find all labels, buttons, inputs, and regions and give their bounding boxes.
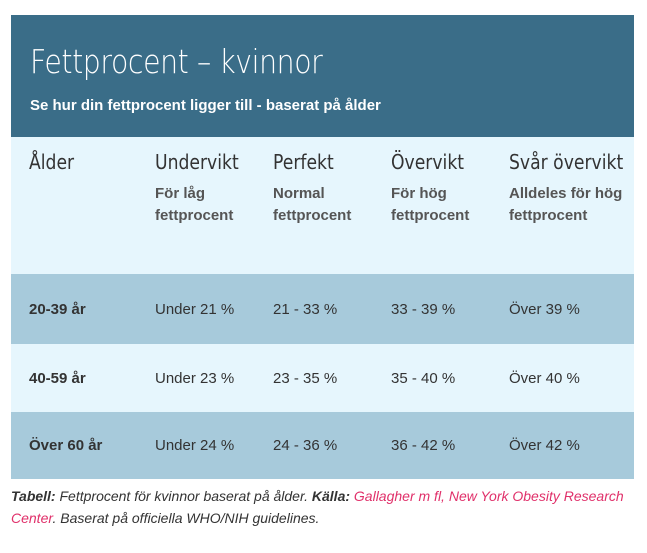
- source-link[interactable]: Gallagher m fl, New York Obesity Researc…: [11, 488, 624, 526]
- column-subtitle: För hög fettprocent: [391, 185, 470, 224]
- column-header-perfekt: Perfekt Normal fettprocent: [254, 137, 372, 274]
- svar-overvikt-cell: Över 40 %: [509, 369, 580, 387]
- caption-source-label: Källa:: [311, 488, 351, 504]
- svar-overvikt-cell: Över 39 %: [509, 300, 580, 318]
- column-header-svar-overvikt: Svår övervikt Alldeles för hög fettproce…: [490, 137, 634, 274]
- undervikt-cell: Under 21 %: [155, 300, 235, 318]
- svar-overvikt-cell: Över 42 %: [509, 437, 580, 454]
- column-header-undervikt: Undervikt För låg fettprocent: [136, 137, 254, 274]
- table-row: 20-39 år Under 21 % 21 - 33 % 33 - 39 % …: [11, 274, 634, 344]
- table-head-row: Ålder Undervikt För låg fettprocent Perf…: [11, 137, 634, 274]
- column-header-overvikt: Övervikt För hög fettprocent: [372, 137, 490, 274]
- caption-label: Tabell:: [11, 488, 56, 504]
- column-title: Svår övervikt: [509, 150, 624, 174]
- table-header-banner: Fettprocent – kvinnor Se hur din fettpro…: [11, 15, 634, 137]
- caption-text: Fettprocent för kvinnor baserat på ålder…: [55, 488, 312, 504]
- body-fat-table-card: Fettprocent – kvinnor Se hur din fettpro…: [11, 15, 634, 529]
- body-fat-table: Ålder Undervikt För låg fettprocent Perf…: [11, 137, 634, 479]
- undervikt-cell: Under 23 %: [155, 369, 235, 387]
- column-subtitle: Normal fettprocent: [273, 185, 352, 224]
- undervikt-cell: Under 24 %: [155, 437, 235, 454]
- perfekt-cell: 21 - 33 %: [273, 300, 338, 318]
- caption-tail: . Baserat på officiella WHO/NIH guidelin…: [52, 510, 320, 526]
- column-title: Ålder: [29, 150, 75, 174]
- age-cell: 40-59 år: [29, 369, 86, 387]
- perfekt-cell: 24 - 36 %: [273, 437, 338, 454]
- column-title: Övervikt: [391, 150, 465, 174]
- table-row: 40-59 år Under 23 % 23 - 35 % 35 - 40 % …: [11, 344, 634, 412]
- column-subtitle: För låg fettprocent: [155, 185, 234, 224]
- overvikt-cell: 33 - 39 %: [391, 300, 456, 318]
- overvikt-cell: 36 - 42 %: [391, 437, 456, 454]
- column-title: Perfekt: [273, 150, 334, 174]
- column-title: Undervikt: [155, 150, 239, 174]
- page-title: Fettprocent – kvinnor: [30, 42, 323, 81]
- column-subtitle: Alldeles för hög fettprocent: [509, 185, 623, 224]
- age-cell: 20-39 år: [29, 300, 86, 318]
- table-caption: Tabell: Fettprocent för kvinnor baserat …: [11, 485, 634, 529]
- age-cell: Över 60 år: [29, 437, 103, 454]
- column-header-age: Ålder: [11, 137, 136, 274]
- page-subtitle: Se hur din fettprocent ligger till - bas…: [30, 97, 381, 114]
- overvikt-cell: 35 - 40 %: [391, 369, 456, 387]
- perfekt-cell: 23 - 35 %: [273, 369, 338, 387]
- table-row: Över 60 år Under 24 % 24 - 36 % 36 - 42 …: [11, 412, 634, 479]
